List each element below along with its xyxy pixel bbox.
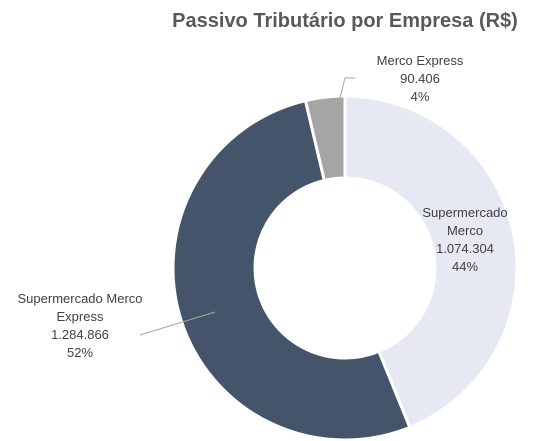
category-label: Supermercado Merco Express	[17, 291, 143, 324]
donut-slice	[171, 98, 412, 441]
value-label: 1.074.304	[436, 241, 494, 256]
donut-slice	[343, 94, 519, 430]
category-label: Supermercado Merco	[422, 205, 508, 238]
data-label: Supermercado Merco 1.074.304 44%	[410, 204, 520, 276]
chart-title: Passivo Tributário por Empresa (R$)	[172, 10, 518, 32]
percent-label: 52%	[66, 345, 94, 360]
value-label: 90.406	[400, 71, 440, 86]
leader-line	[339, 77, 355, 99]
data-label: Merco Express 90.406 4%	[350, 52, 490, 106]
donut-slice	[303, 94, 347, 183]
leader-line	[139, 311, 216, 336]
value-label: 1.284.866	[51, 327, 109, 342]
percent-label: 44%	[451, 259, 479, 274]
percent-label: 4%	[410, 89, 430, 104]
category-label: Merco Express	[376, 53, 464, 68]
data-label: Supermercado Merco Express 1.284.866 52%	[10, 290, 150, 362]
